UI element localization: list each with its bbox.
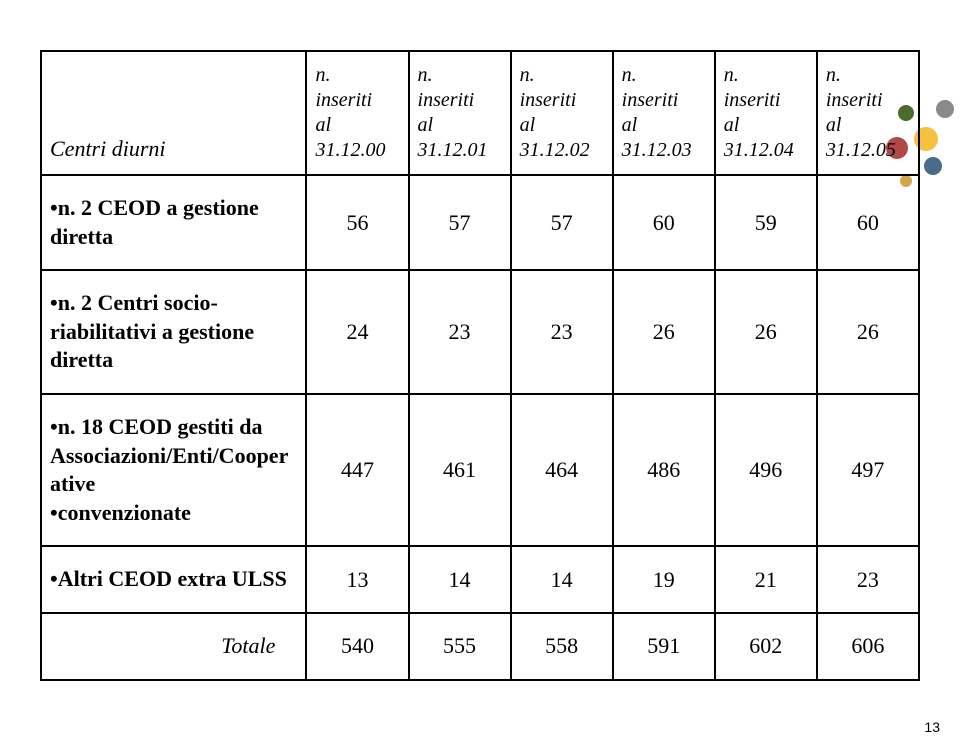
data-table-container: Centri diurni n. inseriti al 31.12.00 n.… bbox=[40, 50, 920, 681]
col-header: n. inseriti al 31.12.03 bbox=[613, 51, 715, 175]
total-cell: 555 bbox=[409, 613, 511, 680]
table-header-row: Centri diurni n. inseriti al 31.12.00 n.… bbox=[41, 51, 919, 175]
row-label: •Altri CEOD extra ULSS bbox=[41, 546, 306, 613]
row-label: •n. 2 Centri socio-riabilitativi a gesti… bbox=[41, 270, 306, 394]
data-cell: 14 bbox=[511, 546, 613, 613]
data-cell: 56 bbox=[306, 175, 408, 270]
table-row: •n. 18 CEOD gestiti daAssociazioni/Enti/… bbox=[41, 394, 919, 546]
data-cell: 14 bbox=[409, 546, 511, 613]
col-header: n. inseriti al 31.12.04 bbox=[715, 51, 817, 175]
data-cell: 19 bbox=[613, 546, 715, 613]
data-cell: 57 bbox=[511, 175, 613, 270]
data-cell: 464 bbox=[511, 394, 613, 546]
col-header: n. inseriti al 31.12.01 bbox=[409, 51, 511, 175]
data-cell: 486 bbox=[613, 394, 715, 546]
data-cell: 59 bbox=[715, 175, 817, 270]
data-cell: 57 bbox=[409, 175, 511, 270]
col-header: n. inseriti al 31.12.05 bbox=[817, 51, 919, 175]
table-row: •n. 2 Centri socio-riabilitativi a gesti… bbox=[41, 270, 919, 394]
data-cell: 497 bbox=[817, 394, 919, 546]
decoration-dot bbox=[936, 100, 954, 118]
table-row: •Altri CEOD extra ULSS131414192123 bbox=[41, 546, 919, 613]
data-cell: 26 bbox=[817, 270, 919, 394]
data-cell: 26 bbox=[715, 270, 817, 394]
table-body: •n. 2 CEOD a gestionediretta565757605960… bbox=[41, 175, 919, 680]
row-label: •n. 2 CEOD a gestionediretta bbox=[41, 175, 306, 270]
total-cell: 540 bbox=[306, 613, 408, 680]
data-cell: 23 bbox=[511, 270, 613, 394]
total-cell: 606 bbox=[817, 613, 919, 680]
col-header: n. inseriti al 31.12.02 bbox=[511, 51, 613, 175]
header-corner: Centri diurni bbox=[41, 51, 306, 175]
data-cell: 447 bbox=[306, 394, 408, 546]
data-cell: 23 bbox=[817, 546, 919, 613]
decoration-dot bbox=[924, 157, 942, 175]
total-cell: 602 bbox=[715, 613, 817, 680]
total-label: Totale bbox=[41, 613, 306, 680]
centri-diurni-table: Centri diurni n. inseriti al 31.12.00 n.… bbox=[40, 50, 920, 681]
data-cell: 496 bbox=[715, 394, 817, 546]
data-cell: 24 bbox=[306, 270, 408, 394]
total-cell: 591 bbox=[613, 613, 715, 680]
data-cell: 13 bbox=[306, 546, 408, 613]
col-header: n. inseriti al 31.12.00 bbox=[306, 51, 408, 175]
table-row: •n. 2 CEOD a gestionediretta565757605960 bbox=[41, 175, 919, 270]
row-label: •n. 18 CEOD gestiti daAssociazioni/Enti/… bbox=[41, 394, 306, 546]
total-cell: 558 bbox=[511, 613, 613, 680]
data-cell: 23 bbox=[409, 270, 511, 394]
data-cell: 21 bbox=[715, 546, 817, 613]
corner-label-text: Centri diurni bbox=[50, 136, 166, 161]
data-cell: 26 bbox=[613, 270, 715, 394]
data-cell: 461 bbox=[409, 394, 511, 546]
page-number: 13 bbox=[924, 719, 940, 735]
data-cell: 60 bbox=[613, 175, 715, 270]
data-cell: 60 bbox=[817, 175, 919, 270]
total-row: Totale540555558591602606 bbox=[41, 613, 919, 680]
